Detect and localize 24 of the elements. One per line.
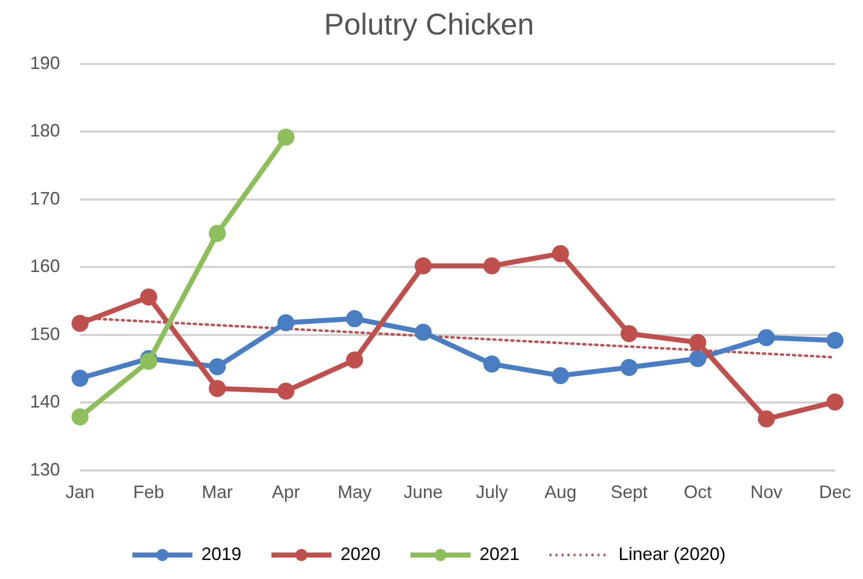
x-tick-label: May [338, 482, 372, 502]
x-tick-label: Sept [610, 482, 648, 502]
x-tick-label: June [404, 482, 443, 502]
legend-label: Linear (2020) [618, 544, 726, 564]
x-tick-label: Nov [750, 482, 782, 502]
x-tick-label: Oct [684, 482, 712, 502]
x-tick-label: Dec [818, 482, 852, 502]
x-tick-label: Apr [272, 482, 300, 502]
x-tick-label: Feb [133, 482, 164, 502]
x-tick-label: Jan [66, 482, 95, 502]
legend-label: 2019 [201, 544, 242, 564]
y-tick-label: 170 [30, 188, 60, 208]
x-tick-label: Aug [544, 482, 576, 502]
y-tick-label: 140 [30, 392, 60, 412]
legend-label: 2020 [340, 544, 380, 564]
y-tick-label: 130 [30, 459, 60, 480]
x-tick-label: Mar [202, 482, 233, 502]
legend-label: 2021 [479, 544, 520, 564]
y-tick-label: 190 [30, 52, 60, 73]
y-tick-label: 180 [30, 120, 60, 141]
y-tick-label: 160 [30, 256, 60, 276]
y-tick-label: 150 [30, 324, 60, 344]
x-tick-label: July [476, 482, 508, 502]
chart-title: Polutry Chicken [324, 8, 534, 42]
